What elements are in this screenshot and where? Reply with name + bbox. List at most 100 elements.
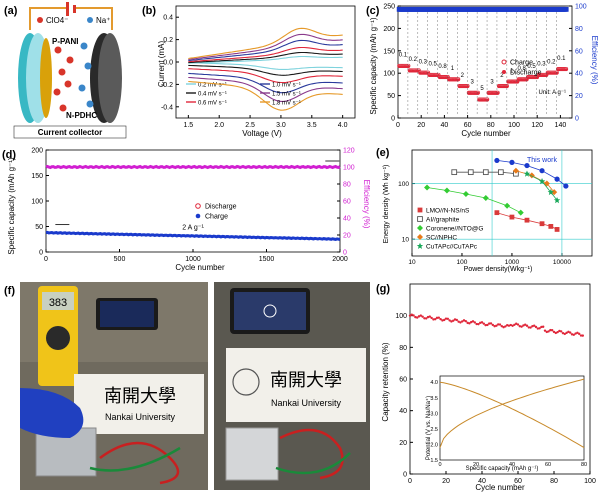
b-cv-up-3 <box>188 39 343 62</box>
g-retention-point <box>437 316 440 319</box>
g-retention-point <box>439 317 442 321</box>
g-inset-ytick-label: 3.0 <box>430 411 438 417</box>
c-discharge-point <box>406 64 410 68</box>
schematic-panel: (a) ClO4⁻ Na⁺ P-PANI N-PDHC Current coll… <box>0 0 135 140</box>
c-xtick-label: 100 <box>508 122 520 129</box>
e-plot-frame <box>411 149 593 257</box>
sign-en-left: Nankai University <box>105 412 176 422</box>
g-retention-point <box>525 324 529 327</box>
c-ytick-label: 50 <box>387 93 395 100</box>
g-retention-point <box>558 329 561 333</box>
g-retention-point <box>497 323 500 326</box>
c-y2tick-label: 80 <box>575 26 583 33</box>
b-legend-label: 1.0 mV s⁻¹ <box>272 83 301 89</box>
d-ytick-label: 0 <box>39 250 43 257</box>
e-series-point <box>509 159 515 165</box>
g-retention-point <box>579 334 583 337</box>
e-legend-label: LMO//N-NS/nS <box>426 208 470 215</box>
e-xlabel: Power density(Wkg⁻¹) <box>464 266 533 273</box>
d-xtick-label: 1500 <box>259 256 275 263</box>
g-retention-point <box>459 321 462 324</box>
g-retention-point <box>479 321 482 325</box>
g-retention-point <box>470 320 473 324</box>
d-legend-discharge: Discharge <box>205 204 237 211</box>
b-legend-label: 1.8 mV s⁻¹ <box>272 101 301 107</box>
g-inset-xtick-label: 40 <box>509 462 515 468</box>
g-ytick-label: 20 <box>399 440 407 447</box>
sign-cn-right: 南開大學 <box>270 370 342 390</box>
b-cv-up-5 <box>188 27 343 60</box>
g-retention-point <box>572 333 575 336</box>
e-series-point <box>424 184 431 191</box>
g-ytick-label: 60 <box>399 377 407 384</box>
d-xlabel: Cycle number <box>175 263 225 272</box>
d-legend-discharge-marker <box>195 203 201 209</box>
c-legend-discharge: Discharge <box>510 70 542 77</box>
e-series-point <box>494 210 500 216</box>
anode-layer <box>40 38 52 118</box>
g-inset-xtick-label: 60 <box>545 462 551 468</box>
g-retention-point <box>522 324 525 327</box>
b-cv-up-1 <box>188 51 343 64</box>
e-series-point <box>504 202 511 209</box>
g-retention-point <box>556 330 559 334</box>
c-rate-label: 0.1 <box>557 56 566 62</box>
c-xtick-label: 120 <box>531 122 543 129</box>
g-retention-point <box>468 322 471 325</box>
c-discharge-point <box>496 91 500 95</box>
b-ytick-label: 0.0 <box>163 60 173 67</box>
c-ylabel: Specific capacity (mAh g⁻¹) <box>369 17 378 114</box>
d-ytick-label: 150 <box>31 173 43 180</box>
g-retention-point <box>455 318 458 322</box>
c-xtick-label: 20 <box>417 122 425 129</box>
c-rate-label: 0.2 <box>409 57 418 63</box>
g-retention-point <box>576 331 579 335</box>
photos-panel: (f) 383 南開大學 Nankai University 南開大學 Nank… <box>0 278 372 494</box>
c-rate-label: 1 <box>451 66 455 72</box>
d-y2label: Efficiency (%) <box>362 180 371 229</box>
c-ytick-label: 250 <box>383 4 395 11</box>
g-inset-frame <box>439 375 585 461</box>
photo-left: 383 南開大學 Nankai University <box>20 282 208 490</box>
e-ytick-label: 10 <box>402 237 410 244</box>
g-retention-point <box>428 315 431 318</box>
g-retention-point <box>464 319 467 323</box>
g-retention-point <box>500 324 503 328</box>
g-retention-point <box>475 322 478 326</box>
g-retention-point <box>443 318 446 322</box>
d-xtick-label: 1000 <box>185 256 201 263</box>
g-retention-point <box>515 322 518 325</box>
c-rate-label: 0.8 <box>438 64 447 70</box>
d-ytick-label: 50 <box>35 224 43 231</box>
c-rate-label: 0.1 <box>399 53 408 59</box>
e-xtick-label: 100 <box>457 259 468 266</box>
g-retention-point <box>408 314 412 317</box>
rate-panel: (c) Cycle number Specific capacity (mAh … <box>364 0 600 140</box>
g-retention-point <box>410 313 413 316</box>
c-ytick-label: 150 <box>383 48 395 55</box>
c-efficiency-point <box>563 6 569 12</box>
g-retention-point <box>518 325 521 328</box>
g-retention-point <box>524 323 527 326</box>
g-retention-point <box>426 315 430 319</box>
g-retention-point <box>507 324 511 327</box>
b-cv-down-2 <box>188 68 343 84</box>
d-y2tick-label: 120 <box>343 148 355 155</box>
cathode-label: N-PDHC <box>66 111 97 120</box>
g-retention-point <box>547 330 550 333</box>
c-legend-charge: Charge <box>510 60 533 67</box>
b-cv-down-0 <box>188 62 343 70</box>
g-retention-point <box>414 315 417 319</box>
e-legend-marker <box>417 225 423 231</box>
d-y2tick-label: 40 <box>343 216 351 223</box>
g-retention-point <box>495 324 498 327</box>
b-ytick-label: -0.4 <box>161 104 173 111</box>
e-series-point <box>467 169 474 176</box>
c-xtick-label: 40 <box>441 122 449 129</box>
g-retention-point <box>578 332 581 336</box>
e-series-point <box>547 188 555 196</box>
g-retention-point <box>581 334 584 337</box>
b-xtick-label: 1.5 <box>183 122 193 129</box>
g-retention-point <box>484 323 487 327</box>
e-legend-label: Coronene//NTO@G <box>426 226 483 233</box>
